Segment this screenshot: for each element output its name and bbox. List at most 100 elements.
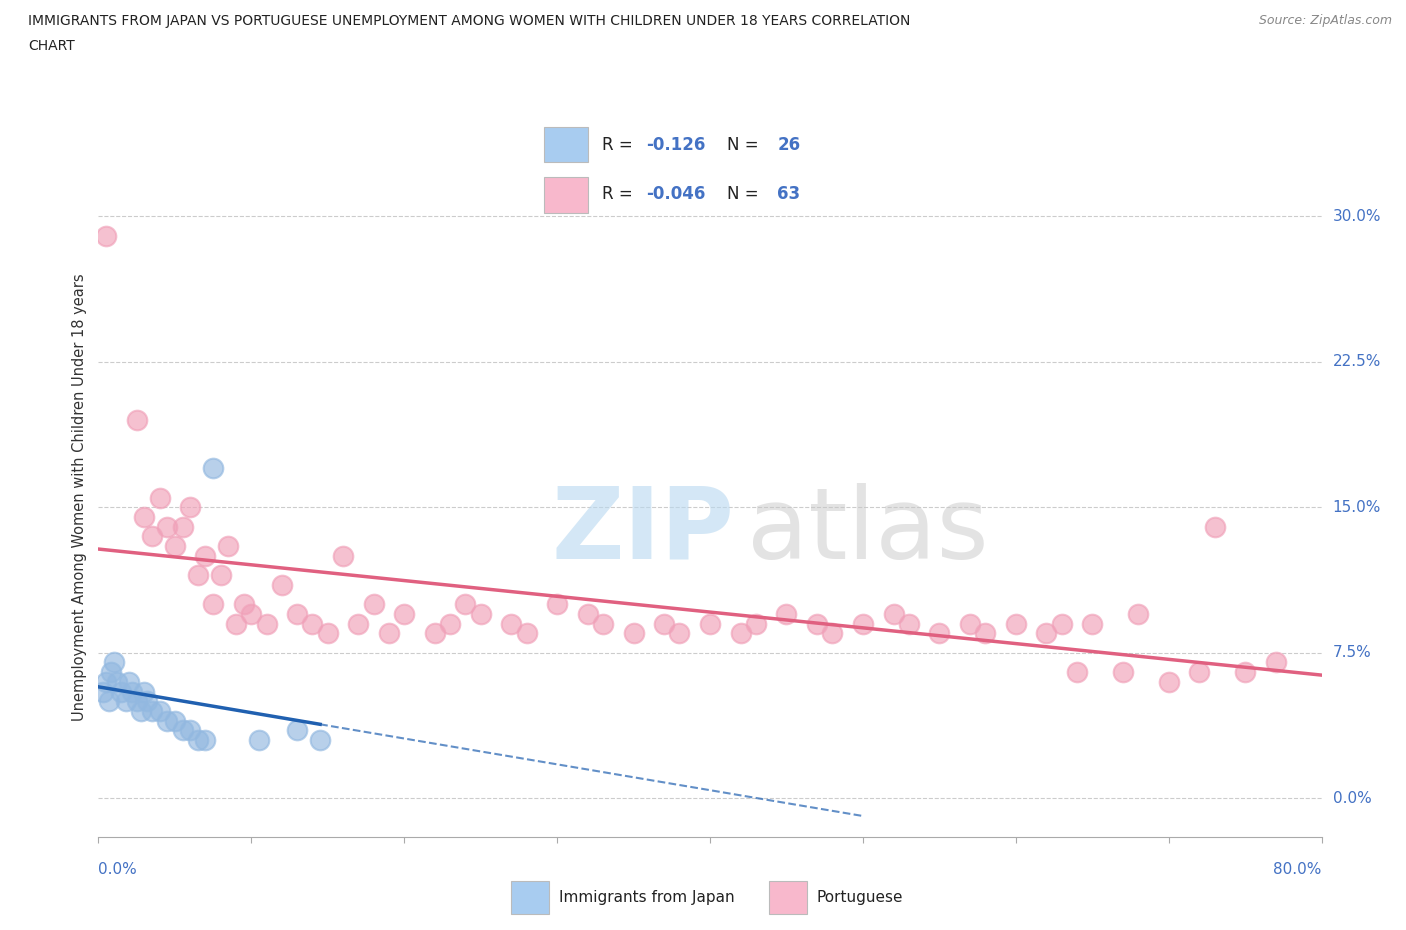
Point: [98, 694, 121, 709]
Point: [501, 617, 523, 631]
Text: 22.5%: 22.5%: [1333, 354, 1381, 369]
Point: [454, 597, 477, 612]
Point: [546, 597, 568, 612]
Point: [179, 499, 201, 514]
Point: [378, 626, 401, 641]
Point: [316, 626, 339, 641]
Point: [806, 617, 828, 631]
Y-axis label: Unemployment Among Women with Children Under 18 years: Unemployment Among Women with Children U…: [72, 273, 87, 722]
Point: [1234, 665, 1257, 680]
Point: [136, 694, 159, 709]
Point: [1004, 617, 1026, 631]
Point: [1112, 665, 1135, 680]
Point: [1188, 665, 1211, 680]
Point: [332, 549, 354, 564]
Point: [1264, 655, 1286, 670]
Point: [232, 597, 254, 612]
Point: [125, 694, 148, 709]
Point: [285, 606, 308, 621]
Text: R =: R =: [602, 136, 638, 154]
Point: [121, 684, 143, 699]
Point: [423, 626, 446, 641]
Point: [129, 703, 152, 718]
Point: [202, 461, 225, 476]
Point: [103, 655, 125, 670]
Point: [194, 549, 217, 564]
Point: [91, 684, 114, 699]
Text: 63: 63: [778, 185, 800, 204]
Point: [225, 617, 247, 631]
Point: [156, 519, 179, 534]
Text: 30.0%: 30.0%: [1333, 209, 1381, 224]
Point: [775, 606, 797, 621]
Point: [247, 733, 270, 748]
Point: [668, 626, 690, 641]
Point: [883, 606, 905, 621]
Point: [134, 510, 156, 525]
Point: [172, 519, 194, 534]
Point: [100, 665, 122, 680]
Point: [1157, 674, 1180, 689]
Point: [974, 626, 997, 641]
Point: [1035, 626, 1057, 641]
Text: Immigrants from Japan: Immigrants from Japan: [558, 890, 734, 905]
Point: [363, 597, 385, 612]
Point: [156, 713, 179, 728]
Point: [115, 694, 138, 709]
Point: [94, 674, 117, 689]
Point: [928, 626, 950, 641]
Point: [1128, 606, 1150, 621]
Point: [125, 413, 148, 428]
Point: [149, 703, 172, 718]
Text: CHART: CHART: [28, 39, 75, 53]
Point: [141, 703, 163, 718]
Bar: [544, 127, 588, 162]
Point: [256, 617, 278, 631]
Point: [187, 733, 209, 748]
Text: 80.0%: 80.0%: [1274, 862, 1322, 877]
Text: 15.0%: 15.0%: [1333, 499, 1381, 514]
Text: R =: R =: [602, 185, 638, 204]
Point: [217, 538, 239, 553]
Bar: [544, 178, 588, 213]
Text: -0.126: -0.126: [645, 136, 704, 154]
Text: 26: 26: [778, 136, 800, 154]
Point: [1081, 617, 1104, 631]
Point: [745, 617, 768, 631]
Text: N =: N =: [727, 136, 763, 154]
Point: [118, 674, 141, 689]
Point: [1066, 665, 1088, 680]
Point: [1204, 519, 1226, 534]
Point: [285, 723, 308, 737]
Text: atlas: atlas: [747, 483, 988, 580]
Point: [134, 684, 156, 699]
Point: [149, 490, 172, 505]
Text: Source: ZipAtlas.com: Source: ZipAtlas.com: [1258, 14, 1392, 27]
Text: N =: N =: [727, 185, 763, 204]
Point: [392, 606, 416, 621]
Point: [172, 723, 194, 737]
Point: [439, 617, 461, 631]
Text: 0.0%: 0.0%: [98, 862, 138, 877]
Point: [309, 733, 332, 748]
Point: [1050, 617, 1073, 631]
Point: [202, 597, 225, 612]
Point: [592, 617, 614, 631]
Point: [94, 228, 117, 243]
Point: [897, 617, 920, 631]
Text: 0.0%: 0.0%: [1333, 790, 1371, 805]
Point: [141, 529, 163, 544]
Bar: [769, 882, 807, 913]
Point: [852, 617, 875, 631]
Point: [652, 617, 675, 631]
Point: [194, 733, 217, 748]
Point: [821, 626, 844, 641]
Point: [105, 674, 128, 689]
Point: [209, 567, 232, 582]
Point: [623, 626, 645, 641]
Point: [576, 606, 599, 621]
Text: IMMIGRANTS FROM JAPAN VS PORTUGUESE UNEMPLOYMENT AMONG WOMEN WITH CHILDREN UNDER: IMMIGRANTS FROM JAPAN VS PORTUGUESE UNEM…: [28, 14, 911, 28]
Point: [187, 567, 209, 582]
Point: [110, 684, 132, 699]
Point: [699, 617, 721, 631]
